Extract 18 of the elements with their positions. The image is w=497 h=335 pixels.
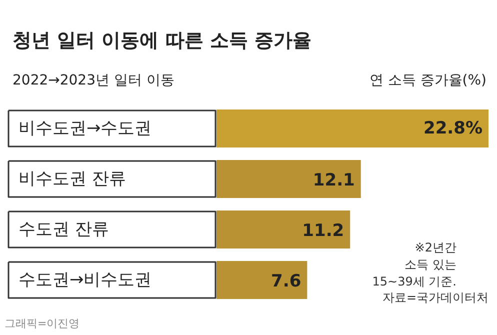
- y-tick-label: 비수도권 잔류: [18, 169, 126, 189]
- y-axis-title: 2022→2023년 일터 이동: [12, 72, 174, 88]
- bar: [216, 110, 488, 148]
- y-tick-label: 수도권 잔류: [18, 220, 109, 240]
- annotation: 자료=국가데이터처: [382, 290, 489, 304]
- y-tick-label: 비수도권→수도권: [18, 118, 152, 138]
- bar: [216, 261, 308, 299]
- data-label: 7.6: [271, 272, 302, 292]
- y-tick-label: 수도권→비수도권: [18, 270, 152, 290]
- data-label: 22.8%: [424, 118, 483, 138]
- annotation: ※2년간 소득 있는 15~39세 기준.: [372, 240, 457, 288]
- data-label: 12.1: [312, 170, 355, 190]
- text: 그래픽=이진영: [4, 317, 80, 330]
- x-axis-title: 연 소득 증가율(%): [369, 72, 487, 88]
- bar: [216, 210, 350, 248]
- data-label: 11.2: [302, 221, 344, 241]
- bar: [216, 160, 361, 198]
- chart-title: 청년 일터 이동에 따른 소득 증가율: [12, 30, 312, 52]
